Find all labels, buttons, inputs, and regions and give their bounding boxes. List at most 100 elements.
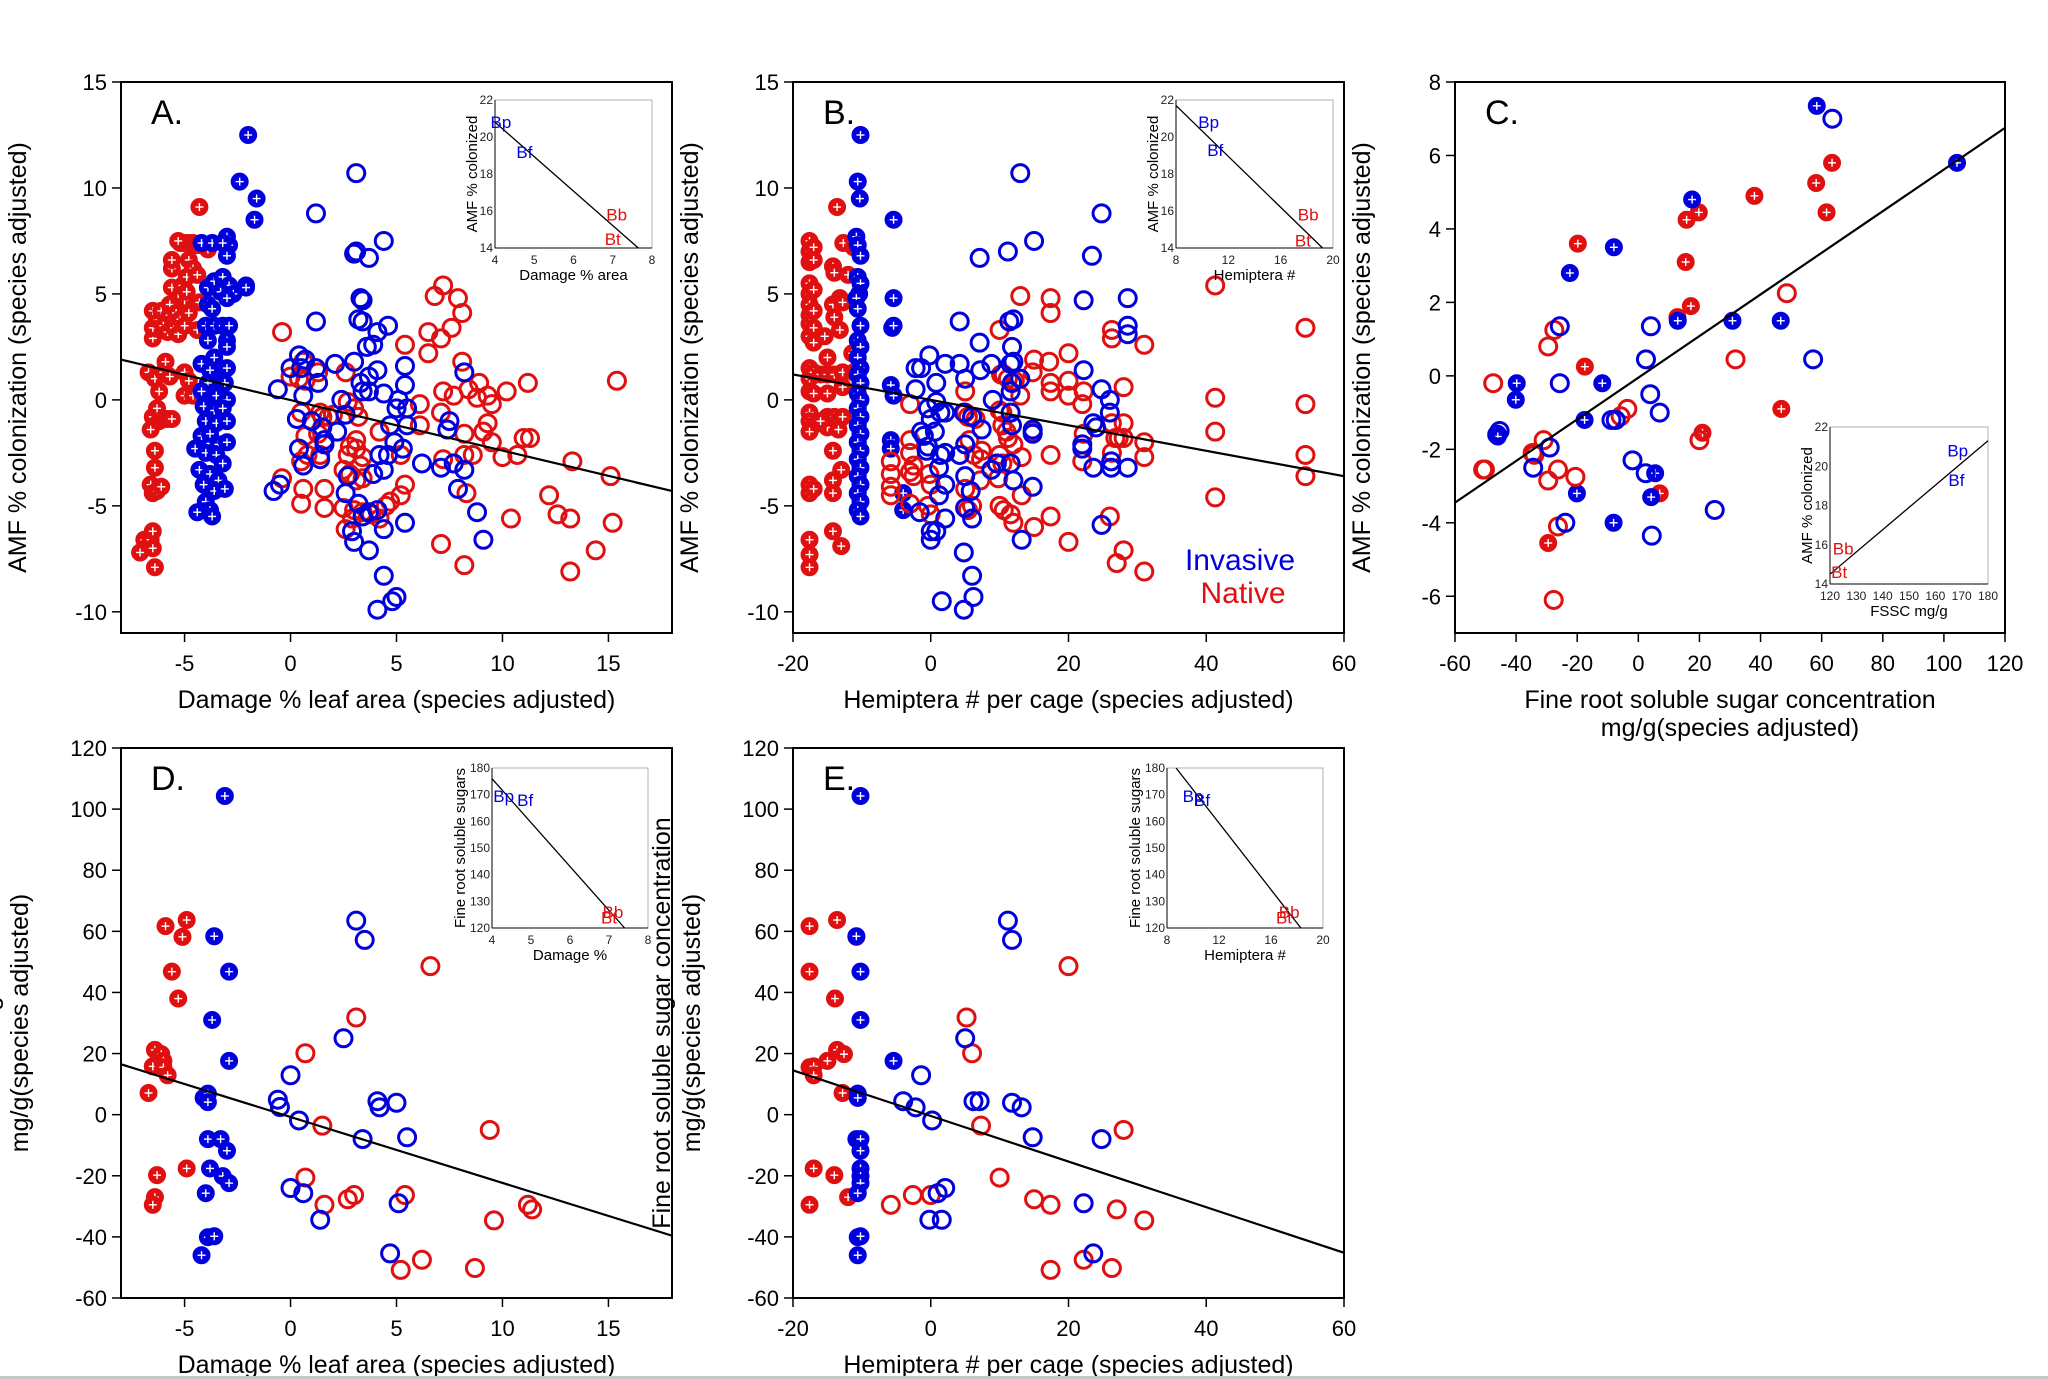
data-point: [1040, 1194, 1061, 1215]
y-tick-label: 60: [755, 919, 779, 944]
data-point: [848, 1184, 867, 1203]
marker-circle: [390, 485, 411, 506]
marker-circle: [902, 1185, 923, 1206]
data-point: [920, 521, 941, 542]
marker-circle: [346, 1007, 367, 1028]
data-point: [1058, 370, 1079, 391]
data-point: [935, 474, 956, 495]
data-point: [173, 927, 192, 946]
inset-frame: [1829, 426, 1989, 585]
data-point: [818, 384, 837, 403]
inset-y-tick: 22: [1161, 93, 1175, 107]
data-point: [452, 351, 473, 372]
data-point: [969, 332, 990, 353]
y-tick-label: -20: [75, 1164, 107, 1189]
data-point: [269, 474, 290, 495]
marker-circle: [1040, 288, 1061, 309]
marker-circle: [394, 512, 415, 533]
marker-circle: [969, 332, 990, 353]
data-point: [156, 917, 175, 936]
x-tick-label: 0: [1632, 651, 1644, 676]
data-point: [198, 1093, 217, 1112]
x-tick-label: 0: [925, 1316, 937, 1341]
data-point: [162, 962, 181, 981]
series-native-crossed: [131, 198, 217, 577]
data-point: [348, 406, 369, 427]
marker-circle: [1635, 349, 1656, 370]
marker-circle: [1099, 389, 1120, 410]
series-invasive-crossed: [1488, 96, 1967, 532]
data-point: [949, 311, 970, 332]
data-point: [280, 1178, 301, 1198]
marker-circle: [269, 474, 290, 495]
marker-circle: [305, 203, 326, 224]
data-point: [291, 358, 312, 379]
inset-y-label: AMF % colonized: [1145, 116, 1162, 233]
data-point: [390, 1259, 411, 1280]
marker-circle: [1117, 457, 1138, 478]
marker-circle: [373, 565, 394, 586]
marker-circle: [935, 474, 956, 495]
data-point: [1091, 514, 1112, 535]
y-tick-label: -40: [747, 1225, 779, 1250]
data-point: [308, 372, 329, 393]
x-tick-label: 120: [1987, 651, 2024, 676]
data-point: [902, 1185, 923, 1206]
data-point: [522, 1199, 543, 1220]
data-point: [433, 449, 454, 470]
data-point: [823, 471, 842, 490]
data-point: [452, 302, 473, 323]
marker-circle: [420, 956, 441, 977]
x-tick-label: 5: [390, 651, 402, 676]
marker-circle: [1113, 428, 1134, 449]
marker-circle: [1547, 459, 1568, 480]
data-point: [848, 1246, 867, 1265]
marker-circle: [900, 461, 921, 482]
data-point: [1617, 398, 1638, 419]
marker-circle: [386, 1092, 407, 1113]
inset-y-tick: 14: [480, 241, 494, 255]
data-point: [955, 497, 976, 518]
data-point: [411, 453, 432, 474]
data-point: [815, 327, 834, 346]
data-point: [1072, 394, 1093, 415]
data-point: [145, 458, 164, 477]
data-point: [981, 353, 1002, 374]
panel-e: -20 0 20 40 60 -60 -40 -20 0 20 40 60 80 100 120 Hemipt…: [648, 736, 1356, 1379]
data-point: [520, 428, 541, 449]
data-point: [217, 433, 236, 452]
marker-circle: [905, 358, 926, 379]
marker-circle: [517, 372, 538, 393]
data-point: [851, 786, 870, 805]
data-point: [1113, 377, 1134, 398]
data-point: [1295, 466, 1316, 487]
inset-regression-line: [1175, 105, 1323, 249]
inset-x-tick: 5: [528, 933, 535, 947]
data-point: [903, 466, 924, 487]
inset-x-tick: 16: [1264, 933, 1278, 947]
data-point: [804, 251, 823, 270]
data-point: [1011, 529, 1032, 550]
data-point: [295, 1043, 316, 1064]
data-point: [346, 910, 367, 931]
marker-circle: [1022, 423, 1043, 444]
data-point: [851, 962, 870, 981]
marker-circle: [394, 474, 415, 495]
data-point: [1641, 525, 1662, 546]
data-point: [823, 484, 842, 503]
marker-circle: [913, 425, 934, 446]
data-point: [203, 299, 222, 318]
data-point: [439, 411, 460, 432]
data-point: [369, 1097, 390, 1118]
marker-circle: [327, 421, 348, 442]
inset-y-tick: 18: [480, 167, 494, 181]
marker-circle: [903, 466, 924, 487]
data-point: [420, 956, 441, 977]
marker-circle: [354, 929, 375, 950]
inset-species-label: Bp: [493, 787, 514, 806]
marker-circle: [394, 355, 415, 376]
marker-circle: [989, 1167, 1010, 1188]
y-tick-label: 20: [83, 1042, 107, 1067]
inset-y-tick: 18: [1161, 167, 1175, 181]
marker-circle: [513, 428, 534, 449]
